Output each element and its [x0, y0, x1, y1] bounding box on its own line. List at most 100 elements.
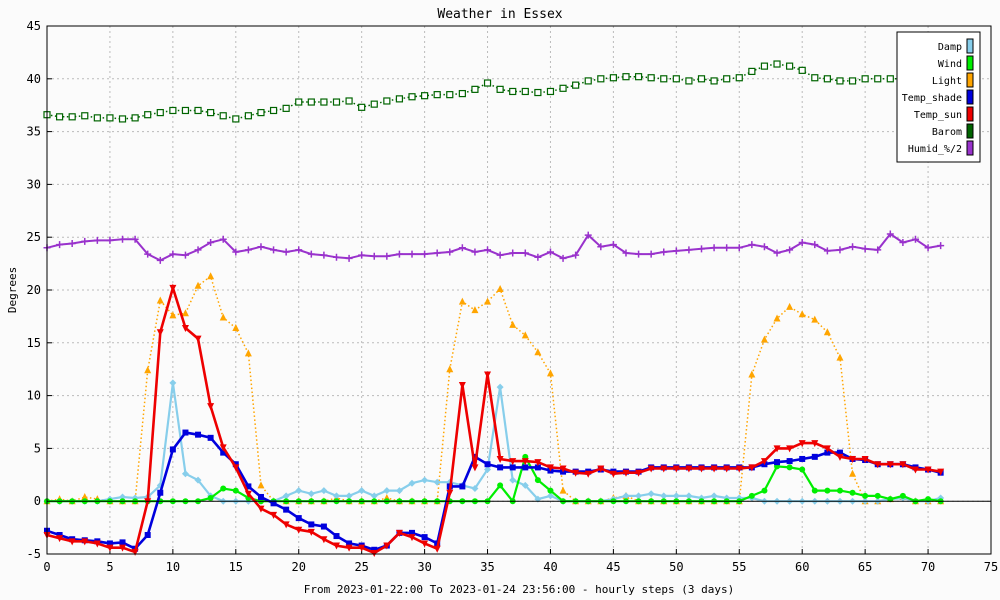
data-point — [119, 544, 127, 552]
x-tick-label: 10 — [166, 560, 180, 574]
data-point — [244, 246, 252, 254]
data-point — [458, 244, 466, 252]
plot-frame — [46, 25, 992, 555]
data-point — [332, 253, 340, 261]
legend-label: Humid_%/2 — [908, 144, 962, 155]
data-point — [194, 246, 202, 254]
data-point — [257, 243, 265, 251]
data-point — [320, 251, 328, 259]
data-point — [370, 549, 378, 557]
data-point — [522, 464, 529, 471]
data-point — [156, 296, 164, 304]
data-point — [497, 482, 504, 489]
data-point — [144, 531, 151, 538]
data-point — [458, 382, 466, 390]
data-point — [836, 353, 844, 361]
data-point — [295, 515, 302, 522]
x-tick-label: 15 — [229, 560, 243, 574]
data-point — [257, 505, 265, 513]
data-point — [710, 77, 718, 85]
y-axis-label: Degrees — [6, 267, 19, 313]
data-point — [760, 243, 768, 251]
legend-label: Light — [932, 76, 962, 87]
data-point — [257, 108, 265, 117]
data-point — [660, 492, 668, 500]
data-point — [131, 548, 139, 556]
data-point — [924, 466, 932, 474]
data-point — [748, 492, 755, 499]
data-point — [496, 455, 504, 463]
data-point — [446, 91, 454, 99]
x-axis-ticks: 0 5 10 15 20 25 30 35 40 45 50 55 60 65 70 75 — [43, 549, 998, 574]
data-point — [257, 481, 265, 489]
data-point — [106, 544, 114, 552]
series-barom — [43, 60, 945, 123]
data-point — [509, 320, 517, 328]
data-point — [68, 113, 76, 121]
data-point — [181, 106, 190, 115]
data-point — [547, 487, 554, 494]
data-point — [521, 249, 529, 257]
data-point — [685, 77, 693, 85]
data-point — [232, 464, 240, 472]
data-point — [723, 244, 731, 252]
data-point — [169, 446, 176, 453]
data-point — [861, 455, 869, 463]
data-point — [106, 540, 113, 547]
data-point — [270, 246, 278, 254]
data-point — [194, 335, 202, 343]
data-point — [647, 490, 655, 498]
data-point — [748, 241, 756, 249]
data-point — [232, 248, 240, 256]
data-point — [924, 244, 932, 252]
data-point — [786, 464, 793, 471]
data-point — [723, 465, 731, 473]
data-point — [358, 103, 366, 111]
data-point — [358, 544, 366, 552]
data-point — [169, 284, 177, 292]
legend-entry: Temp_sun — [914, 106, 974, 122]
data-point — [899, 238, 907, 246]
data-point — [886, 461, 894, 469]
data-point — [899, 461, 907, 469]
legend-label: Barom — [932, 127, 962, 138]
y-tick-label: 0 — [34, 494, 41, 508]
data-point — [622, 249, 630, 257]
data-point — [181, 325, 189, 333]
data-point — [862, 492, 869, 499]
data-point — [395, 250, 403, 258]
data-point — [773, 314, 781, 322]
data-point — [799, 455, 806, 462]
data-point — [446, 248, 454, 256]
data-point — [55, 113, 64, 121]
data-point — [282, 248, 290, 256]
data-point — [232, 461, 239, 468]
data-point — [559, 254, 567, 262]
x-tick-label: 45 — [606, 560, 620, 574]
data-point — [786, 458, 793, 465]
data-point — [219, 313, 227, 321]
data-point — [937, 468, 945, 476]
data-point — [219, 444, 227, 452]
legend: Damp Wind Light Temp_shade Temp_sun Barom Humi… — [896, 31, 981, 163]
data-point — [68, 240, 76, 248]
data-point — [81, 237, 89, 245]
data-point — [836, 77, 844, 85]
data-point — [421, 92, 429, 100]
legend-swatch — [966, 55, 974, 71]
x-tick-label: 50 — [669, 560, 683, 574]
data-point — [408, 250, 416, 258]
data-point — [484, 297, 492, 305]
data-point — [370, 100, 378, 108]
data-point — [333, 533, 340, 540]
data-point — [685, 492, 693, 500]
data-point — [144, 250, 152, 258]
data-point — [546, 464, 554, 472]
data-point — [307, 250, 315, 258]
data-point — [181, 251, 189, 259]
data-point — [181, 309, 189, 317]
data-point — [635, 492, 643, 500]
x-tick-label: 35 — [480, 560, 494, 574]
data-point — [471, 306, 479, 314]
x-axis-label: From 2023-01-22:00 To 2023-01-24 23:56:0… — [304, 583, 734, 596]
